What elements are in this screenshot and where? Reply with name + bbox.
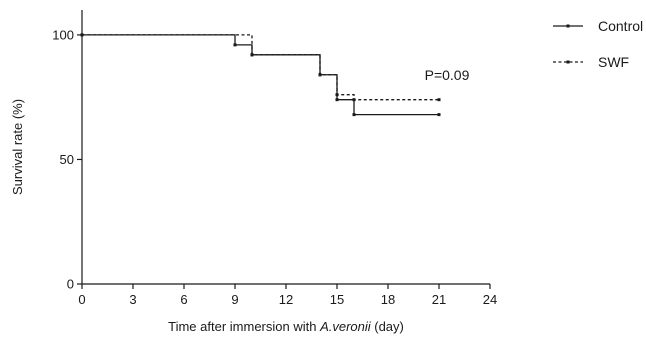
legend-marker-swf	[566, 60, 570, 64]
y-tick-label: 0	[67, 277, 74, 292]
legend-marker-control	[566, 24, 570, 28]
x-axis-title-italic: A.veronii	[319, 319, 372, 334]
legend-item-swf: SWF	[553, 54, 629, 70]
y-tick-label: 100	[52, 27, 74, 42]
data-point-control	[233, 43, 237, 47]
series-layer	[80, 33, 441, 117]
data-point-control	[437, 113, 441, 117]
x-axis-title-suffix: (day)	[371, 319, 404, 334]
data-point-swf	[352, 98, 356, 102]
x-ticks: 0 3 6 9 12 15 18 21 24	[78, 284, 497, 307]
x-tick-label: 12	[279, 292, 293, 307]
legend-label-swf: SWF	[598, 54, 629, 70]
y-ticks: 0 50 100	[52, 27, 82, 292]
x-axis-title-prefix: Time after immersion with	[168, 319, 320, 334]
data-point-swf	[80, 33, 84, 37]
series-line-control	[82, 34, 439, 116]
data-point-control	[352, 113, 356, 117]
data-point-control	[335, 98, 339, 102]
axes	[81, 10, 490, 285]
series-line-swf	[82, 34, 439, 101]
x-tick-label: 3	[129, 292, 136, 307]
data-point-swf	[318, 73, 322, 77]
y-axis-title: Survival rate (%)	[10, 99, 25, 195]
legend-item-control: Control	[553, 18, 643, 34]
data-point-swf	[335, 93, 339, 97]
x-tick-label: 18	[381, 292, 395, 307]
x-tick-label: 24	[483, 292, 497, 307]
x-axis-title: Time after immersion with A.veronii (day…	[168, 319, 404, 334]
data-point-swf	[250, 53, 254, 57]
x-tick-label: 0	[78, 292, 85, 307]
data-point-swf	[437, 98, 441, 102]
x-tick-label: 21	[432, 292, 446, 307]
x-tick-label: 6	[180, 292, 187, 307]
legend: Control SWF	[553, 18, 643, 70]
legend-label-control: Control	[598, 18, 643, 34]
x-tick-label: 15	[330, 292, 344, 307]
x-tick-label: 9	[231, 292, 238, 307]
y-tick-label: 50	[60, 152, 74, 167]
p-value-annotation: P=0.09	[425, 67, 470, 83]
